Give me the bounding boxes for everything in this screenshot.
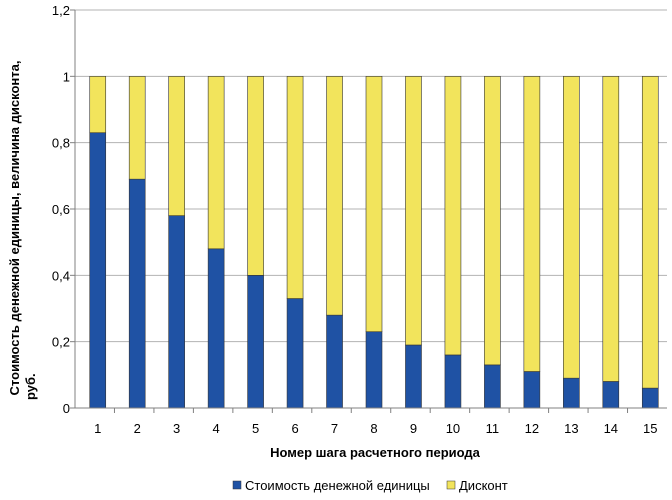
bar-value-segment bbox=[286, 298, 304, 409]
bar-discount-segment bbox=[484, 76, 501, 366]
y-tick-label: 0 bbox=[63, 401, 70, 416]
bar-value-segment bbox=[523, 371, 541, 409]
x-tick-label: 6 bbox=[291, 421, 298, 436]
x-tick-label: 4 bbox=[213, 421, 220, 436]
legend-swatch-value bbox=[232, 480, 242, 490]
x-tick-label: 9 bbox=[410, 421, 417, 436]
x-tick-label: 7 bbox=[331, 421, 338, 436]
tick-labels: 00,20,40,60,811,21 2 3 4 5 6 7 8 9 10 11 12 13 14 15 bbox=[52, 3, 658, 436]
x-tick-label: 5 bbox=[252, 421, 259, 436]
bar-value-segment bbox=[405, 344, 422, 409]
bar-value-segment bbox=[247, 275, 264, 409]
x-tick-label: 10 bbox=[446, 421, 460, 436]
bar-discount-segment bbox=[89, 76, 107, 134]
legend: Стоимость денежной единицы Дисконт bbox=[232, 478, 508, 493]
bar-value-segment bbox=[168, 215, 185, 409]
bar-discount-segment bbox=[523, 76, 541, 372]
x-axis-title: Номер шага расчетного периода bbox=[270, 445, 481, 460]
bar-value-segment bbox=[563, 377, 580, 409]
bar-value-segment bbox=[89, 132, 107, 409]
x-tick-label: 3 bbox=[173, 421, 180, 436]
y-tick-label: 0,2 bbox=[52, 335, 70, 350]
bar-discount-segment bbox=[563, 76, 580, 379]
y-axis-title: Стоимость денежной единицы, величина дис… bbox=[7, 61, 38, 400]
x-tick-label: 15 bbox=[643, 421, 657, 436]
x-tick-label: 1 bbox=[94, 421, 101, 436]
bar-value-segment bbox=[444, 354, 462, 409]
y-tick-label: 1 bbox=[63, 69, 70, 84]
y-tick-label: 0,8 bbox=[52, 136, 70, 151]
bar-value-segment bbox=[207, 248, 225, 409]
bar-value-segment bbox=[365, 331, 383, 409]
bar-value-segment bbox=[326, 314, 343, 409]
bar-value-segment bbox=[641, 387, 659, 409]
axes bbox=[70, 9, 667, 413]
x-tick-label: 12 bbox=[525, 421, 539, 436]
bar-discount-segment bbox=[207, 76, 225, 250]
bar-value-segment bbox=[128, 178, 146, 409]
bar-discount-segment bbox=[326, 76, 343, 316]
bar-value-segment bbox=[484, 364, 501, 409]
legend-label-discount: Дисконт bbox=[459, 478, 508, 493]
bar-discount-segment bbox=[641, 76, 659, 389]
y-tick-label: 0,6 bbox=[52, 202, 70, 217]
x-tick-label: 2 bbox=[134, 421, 141, 436]
bar-discount-segment bbox=[444, 76, 462, 356]
bar-discount-segment bbox=[168, 76, 185, 216]
bar-discount-segment bbox=[602, 76, 620, 382]
y-tick-label: 0,4 bbox=[52, 268, 70, 283]
bar-discount-segment bbox=[286, 76, 304, 299]
y-axis-title-line-2: руб. bbox=[23, 373, 38, 400]
bar-discount-segment bbox=[128, 76, 146, 180]
bar-discount-segment bbox=[247, 76, 264, 276]
y-axis-title-line-1: Стоимость денежной единицы, величина дис… bbox=[7, 61, 22, 396]
x-tick-label: 8 bbox=[370, 421, 377, 436]
bar-discount-segment bbox=[405, 76, 422, 346]
y-tick-label: 1,2 bbox=[52, 3, 70, 18]
legend-swatch-discount bbox=[446, 480, 456, 490]
x-tick-label: 11 bbox=[486, 421, 500, 436]
bar-discount-segment bbox=[365, 76, 383, 333]
x-tick-label: 14 bbox=[604, 421, 618, 436]
bars bbox=[89, 76, 659, 409]
bar-value-segment bbox=[602, 381, 620, 409]
x-tick-label: 13 bbox=[564, 421, 578, 436]
legend-label-value: Стоимость денежной единицы bbox=[245, 478, 430, 493]
